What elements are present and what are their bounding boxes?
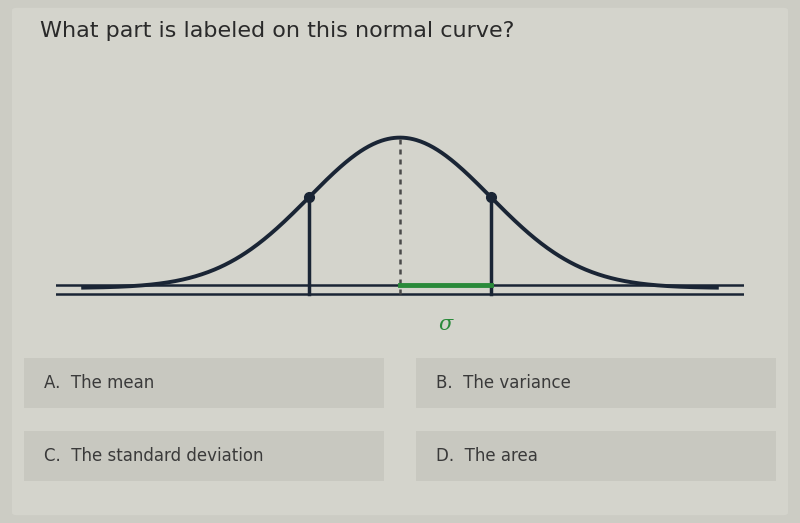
FancyBboxPatch shape xyxy=(24,431,384,481)
FancyBboxPatch shape xyxy=(24,358,384,408)
Text: σ: σ xyxy=(438,315,452,334)
Text: A.  The mean: A. The mean xyxy=(44,374,154,392)
Text: D.  The area: D. The area xyxy=(436,447,538,465)
Text: B.  The variance: B. The variance xyxy=(436,374,571,392)
Text: What part is labeled on this normal curve?: What part is labeled on this normal curv… xyxy=(40,21,514,41)
FancyBboxPatch shape xyxy=(416,358,776,408)
FancyBboxPatch shape xyxy=(12,8,788,515)
Text: C.  The standard deviation: C. The standard deviation xyxy=(44,447,263,465)
FancyBboxPatch shape xyxy=(416,431,776,481)
